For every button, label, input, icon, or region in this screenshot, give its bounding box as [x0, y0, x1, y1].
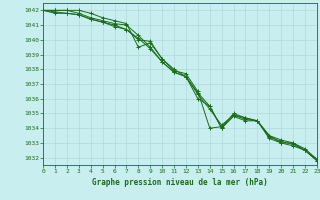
X-axis label: Graphe pression niveau de la mer (hPa): Graphe pression niveau de la mer (hPa)	[92, 178, 268, 187]
